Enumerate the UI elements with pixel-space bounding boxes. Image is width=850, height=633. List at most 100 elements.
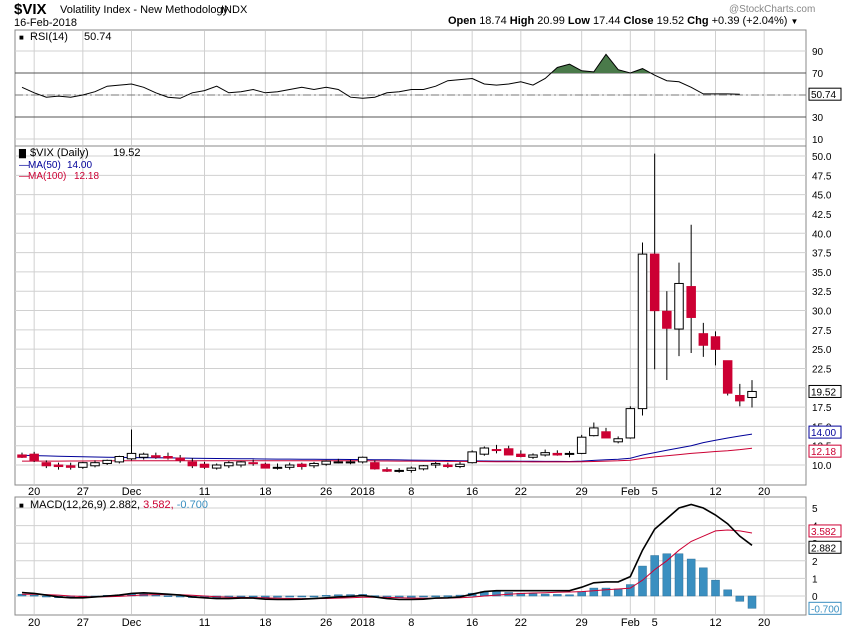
macd-histogram-bar bbox=[662, 553, 672, 597]
macd-x-tick-label: 11 bbox=[199, 617, 210, 629]
ma50-legend-value: 14.00 bbox=[67, 160, 92, 171]
ma50-current-tag-box bbox=[808, 425, 842, 439]
signal-current-tag-box bbox=[808, 524, 842, 538]
price-panel-frame bbox=[14, 145, 807, 486]
macd-histogram-bar bbox=[565, 594, 574, 597]
chg-value: +0.39 (+2.04%) bbox=[711, 15, 788, 27]
candle-down bbox=[53, 464, 64, 468]
macd-histogram-bar bbox=[674, 553, 684, 597]
candle-up bbox=[357, 456, 368, 463]
candle-down bbox=[41, 462, 52, 467]
candle-down bbox=[260, 463, 271, 469]
macd-x-tick-label: 2018 bbox=[350, 617, 374, 629]
candle-up bbox=[272, 466, 283, 469]
histogram-current-tag-box bbox=[808, 601, 842, 615]
macd-x-tick-label: 27 bbox=[77, 617, 89, 629]
macd-x-tick-label: 12 bbox=[709, 617, 721, 629]
ma100-current-tag-box bbox=[808, 444, 842, 458]
price-tick-label: 50.0 bbox=[812, 152, 832, 163]
candle-up bbox=[321, 460, 331, 465]
candle-down bbox=[735, 394, 745, 402]
candle-down bbox=[370, 462, 380, 470]
macd-histogram-bar bbox=[613, 588, 623, 597]
macd-histogram-bar bbox=[431, 595, 440, 598]
price-x-tick-label: 16 bbox=[466, 486, 478, 498]
candle-up bbox=[309, 462, 319, 467]
rsi-tick-label: 90 bbox=[812, 47, 824, 58]
macd-signal-line bbox=[22, 529, 753, 600]
macd-x-tick-label: 18 bbox=[259, 617, 271, 629]
macd-x-tick-label: 26 bbox=[320, 617, 332, 629]
candle-down bbox=[199, 463, 210, 468]
candle-up bbox=[102, 459, 112, 464]
macd-histogram-bar bbox=[638, 565, 647, 597]
macd-histogram-bar bbox=[735, 595, 745, 602]
candle-down bbox=[443, 464, 453, 468]
macd-histogram-bar bbox=[589, 587, 599, 597]
price-x-tick-label: 11 bbox=[199, 486, 210, 498]
candle-up bbox=[540, 452, 550, 456]
price-tick-label: 25.0 bbox=[812, 345, 832, 356]
candle-down bbox=[686, 286, 696, 318]
rsi-current-tag-box bbox=[808, 87, 842, 101]
macd-tick-label: 0 bbox=[812, 592, 818, 603]
macd-legend-part-1: 2.882, bbox=[109, 499, 143, 511]
macd-histogram-bar bbox=[309, 595, 319, 598]
macd-line bbox=[21, 503, 753, 601]
macd-histogram-bar bbox=[577, 591, 586, 597]
macd-histogram-bar bbox=[699, 567, 708, 597]
macd-histogram-bar bbox=[175, 595, 185, 598]
price-x-tick-label: Dec bbox=[122, 486, 142, 498]
candle-down bbox=[503, 448, 514, 456]
macd-histogram-bar bbox=[273, 595, 282, 598]
macd-histogram-bar bbox=[321, 595, 331, 597]
open-value: 18.74 bbox=[479, 15, 507, 27]
price-x-tick-label: 12 bbox=[709, 486, 721, 498]
macd-x-tick-label: 8 bbox=[408, 617, 414, 629]
exchange-label: INDX bbox=[221, 4, 248, 16]
macd-x-tick-label: 29 bbox=[576, 617, 588, 629]
price-tick-label: 47.5 bbox=[812, 171, 832, 182]
candle-down bbox=[516, 453, 526, 458]
candle-up bbox=[467, 451, 477, 464]
candle-up bbox=[625, 408, 636, 439]
macd-histogram-bar bbox=[285, 595, 294, 598]
price-tick-label: 32.5 bbox=[812, 287, 832, 298]
macd-legend: MACD(12,26,9) 2.882, 3.582, -0.700 bbox=[30, 499, 208, 511]
macd-histogram-bar bbox=[261, 595, 270, 598]
candle-up bbox=[284, 464, 295, 468]
candle-down bbox=[17, 454, 27, 458]
rsi-tick-label: 10 bbox=[812, 135, 824, 146]
ma100-legend-swatch: — bbox=[19, 171, 29, 182]
rsi-overbought-fill bbox=[551, 54, 631, 73]
candle-down bbox=[601, 431, 611, 439]
candle-down bbox=[662, 310, 672, 329]
collapse-icon[interactable]: ▼ bbox=[790, 17, 799, 26]
candle-down bbox=[649, 253, 660, 312]
chg-label: Chg bbox=[687, 15, 709, 27]
candle-down bbox=[491, 449, 502, 452]
macd-legend-swatch: ■ bbox=[19, 501, 24, 510]
rsi-line bbox=[21, 53, 740, 99]
price-x-tick-label: 20 bbox=[28, 486, 40, 498]
price-x-tick-label: 18 bbox=[259, 486, 271, 498]
macd-histogram-bar bbox=[163, 595, 173, 597]
macd-histogram-bar bbox=[29, 594, 39, 597]
macd-x-tick-label: 22 bbox=[515, 617, 527, 629]
candle-down bbox=[187, 461, 198, 467]
macd-histogram-bar bbox=[723, 589, 732, 597]
macd-histogram-bar bbox=[528, 593, 538, 597]
candle-down bbox=[65, 465, 76, 468]
macd-histogram-bar bbox=[443, 595, 453, 597]
price-tick-label: 45.0 bbox=[812, 191, 832, 202]
candle-up bbox=[345, 461, 356, 464]
candle-down bbox=[297, 463, 307, 468]
candle-down bbox=[29, 453, 39, 461]
candle-up bbox=[236, 461, 246, 466]
macd-tick-label: 5 bbox=[812, 504, 818, 515]
macd-histogram-bar bbox=[297, 595, 307, 598]
price-tick-label: 35.0 bbox=[812, 268, 832, 279]
macd-tick-label: 2 bbox=[812, 557, 818, 568]
macd-legend-part-2: 3.582, bbox=[143, 499, 177, 511]
candle-up bbox=[455, 463, 465, 468]
